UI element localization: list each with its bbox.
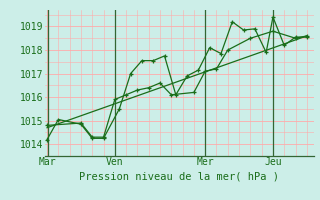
X-axis label: Pression niveau de la mer( hPa ): Pression niveau de la mer( hPa ) <box>79 172 279 182</box>
